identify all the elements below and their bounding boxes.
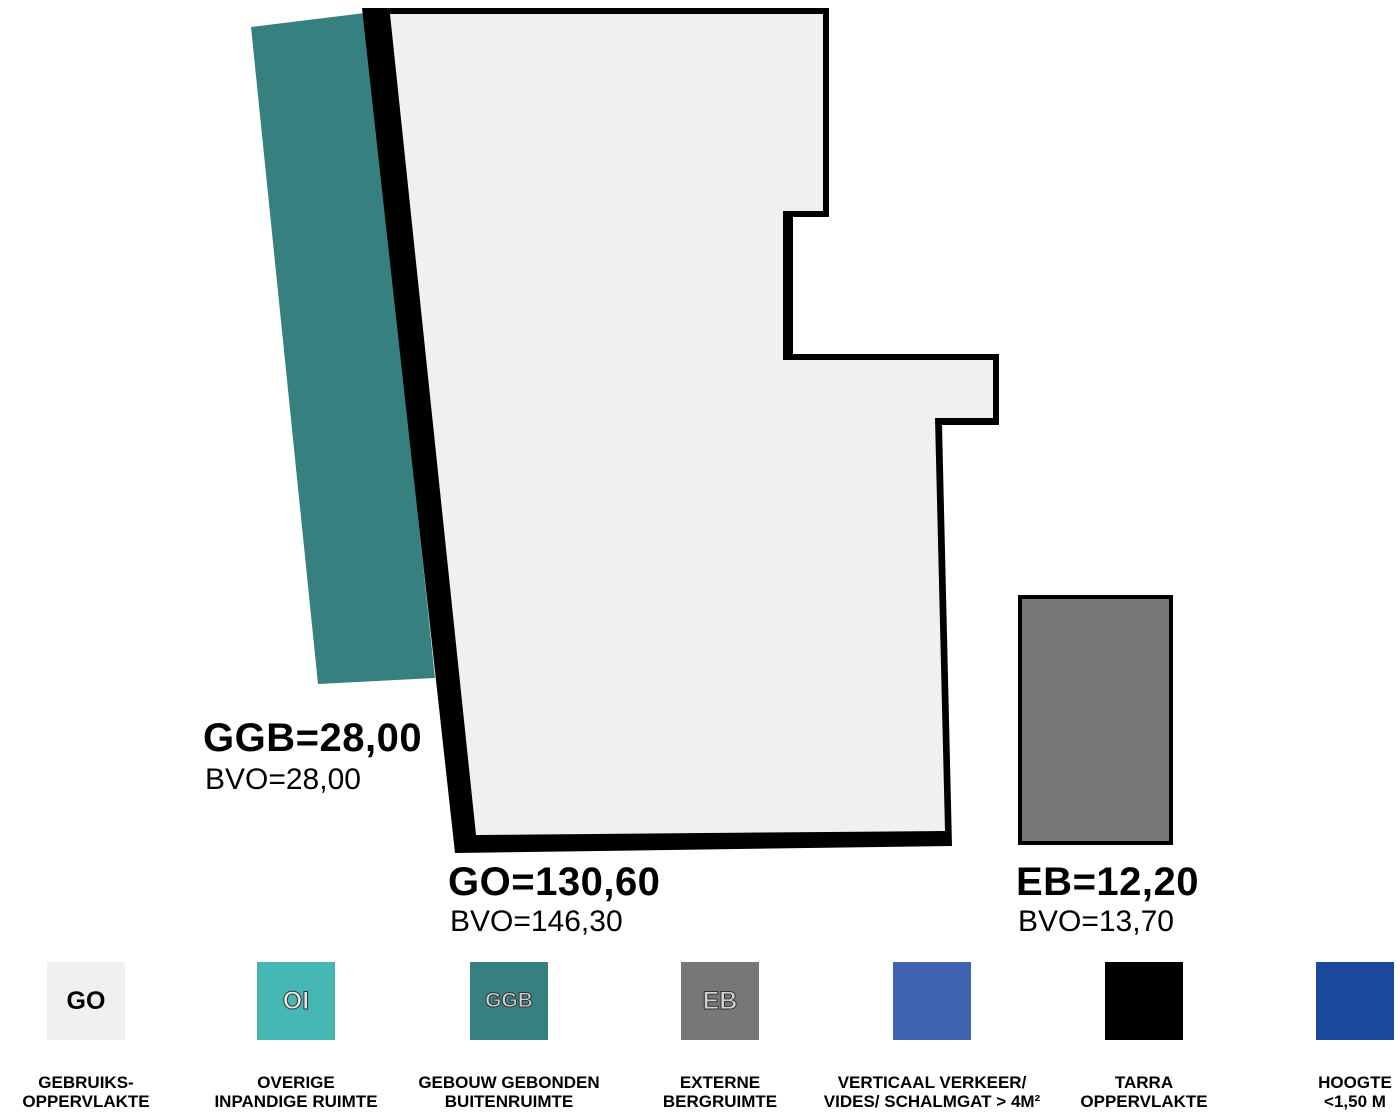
ggb-bvo: BVO=28,00	[205, 763, 361, 796]
legend-line2: BUITENRUIMTE	[444, 1092, 574, 1111]
eb-label: EB=12,20	[1016, 860, 1200, 904]
legend-item-oi: OI OVERIGE INPANDIGE RUIMTE	[186, 962, 406, 1111]
legend-line1: OVERIGE	[257, 1073, 335, 1092]
legend-line2: OPPERVLAKTE	[1080, 1092, 1208, 1111]
legend-line1: TARRA	[1114, 1073, 1174, 1092]
legend-line2: VIDES/ SCHALMGAT > 4M²	[823, 1092, 1041, 1111]
legend-line1: HOOGTE	[1318, 1073, 1392, 1092]
legend-line2: <1,50 M	[1324, 1092, 1386, 1111]
legend-line1: GEBRUIKS-	[38, 1073, 134, 1092]
legend-line1: VERTICAAL VERKEER/	[837, 1073, 1027, 1092]
legend-item-go: GO GEBRUIKS- OPPERVLAKTE	[0, 962, 196, 1111]
legend-label-ggb: GEBOUW GEBONDEN BUITENRUIMTE	[399, 1073, 619, 1111]
legend-swatch-vertical-traffic	[893, 962, 971, 1040]
legend-line1: GEBOUW GEBONDEN	[418, 1073, 600, 1092]
go-area	[390, 14, 993, 835]
eb-bvo: BVO=13,70	[1018, 905, 1174, 938]
legend-item-eb: EB EXTERNE BERGRUIMTE	[610, 962, 830, 1111]
legend-line1: EXTERNE	[679, 1073, 761, 1092]
legend-code-oi: OI	[282, 986, 310, 1015]
legend-swatch-tarra	[1105, 962, 1183, 1040]
legend-code-ggb: GGB	[485, 989, 534, 1013]
legend-code-go: GO	[66, 986, 106, 1015]
legend-swatch-go: GO	[47, 962, 125, 1040]
ggb-label: GGB=28,00	[203, 716, 423, 760]
eb-area	[1018, 595, 1173, 845]
legend-item-ggb: GGB GEBOUW GEBONDEN BUITENRUIMTE	[399, 962, 619, 1111]
legend-label-height: HOOGTE <1,50 M	[1245, 1073, 1400, 1111]
legend-label-go: GEBRUIKS- OPPERVLAKTE	[0, 1073, 196, 1111]
legend-line2: BERGRUIMTE	[662, 1092, 778, 1111]
legend-label-oi: OVERIGE INPANDIGE RUIMTE	[186, 1073, 406, 1111]
ggb-area	[251, 13, 435, 684]
legend-swatch-oi: OI	[257, 962, 335, 1040]
legend-label-vertical-traffic: VERTICAAL VERKEER/ VIDES/ SCHALMGAT > 4M…	[822, 1073, 1042, 1111]
legend-line2: INPANDIGE RUIMTE	[214, 1092, 378, 1111]
legend-item-height: HOOGTE <1,50 M	[1245, 962, 1400, 1111]
legend-label-tarra: TARRA OPPERVLAKTE	[1034, 1073, 1254, 1111]
legend-swatch-eb: EB	[681, 962, 759, 1040]
legend-swatch-ggb: GGB	[470, 962, 548, 1040]
legend-swatch-height	[1316, 962, 1394, 1040]
legend-item-tarra: TARRA OPPERVLAKTE	[1034, 962, 1254, 1111]
legend-code-eb: EB	[702, 986, 738, 1015]
go-label: GO=130,60	[448, 860, 661, 904]
go-bvo: BVO=146,30	[450, 905, 623, 938]
legend-label-eb: EXTERNE BERGRUIMTE	[610, 1073, 830, 1111]
legend-line2: OPPERVLAKTE	[22, 1092, 150, 1111]
legend-item-vertical-traffic: VERTICAAL VERKEER/ VIDES/ SCHALMGAT > 4M…	[822, 962, 1042, 1111]
